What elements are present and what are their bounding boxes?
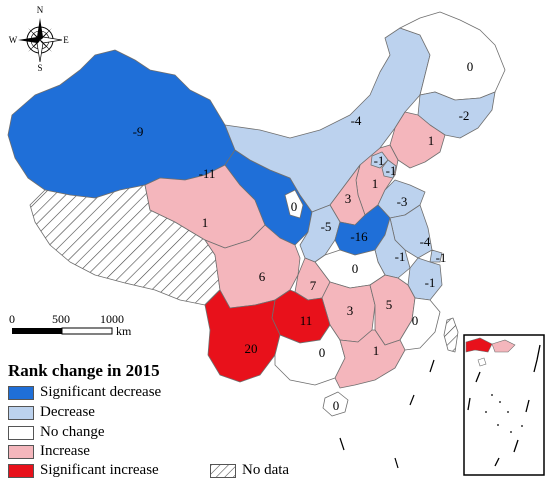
label-guangdong: 1: [373, 343, 380, 358]
label-tianjin: -1: [386, 163, 397, 178]
legend-label-no-change: No change: [40, 424, 105, 440]
coast-dash: [429, 359, 435, 373]
label-liaoning: 1: [428, 133, 435, 148]
label-inner-mongolia: -4: [351, 113, 362, 128]
legend-swatch-increase: [8, 444, 34, 459]
coast-dash: [394, 457, 399, 469]
legend-swatch-significant-increase: [8, 463, 34, 478]
compass-e: E: [63, 35, 69, 45]
scale-label-1000: 1000: [100, 312, 124, 326]
region-shanghai: [429, 249, 443, 263]
scale-label-0: 0: [9, 312, 15, 326]
label-beijing: -1: [374, 153, 385, 168]
label-hunan: 3: [347, 303, 354, 318]
label-shandong: -3: [397, 194, 408, 209]
region-hainan: [322, 391, 349, 417]
scale-unit: km: [116, 324, 132, 338]
label-shanghai: -1: [436, 250, 447, 265]
coast-dash: [409, 394, 415, 406]
legend-item-decrease: Decrease: [8, 404, 95, 421]
legend-item-significant-decrease: Significant decrease: [8, 384, 161, 401]
label-guangxi: 0: [319, 345, 326, 360]
label-hubei: 0: [352, 261, 359, 276]
legend-swatch-no-data: [210, 463, 236, 478]
region-guangdong: [334, 329, 406, 389]
label-gansu: -11: [199, 166, 216, 181]
legend-title: Rank change in 2015: [8, 361, 160, 380]
region-ningxia: [284, 189, 304, 219]
legend-label-decrease: Decrease: [40, 404, 95, 420]
legend-item-no-change: No change: [8, 424, 105, 441]
legend-swatch-significant-decrease: [8, 385, 34, 400]
label-yunnan: 20: [245, 341, 258, 356]
label-xinjiang: -9: [133, 124, 144, 139]
south-china-sea-inset: [463, 334, 545, 476]
scale-label-500: 500: [52, 312, 70, 326]
legend-swatch-no-change: [8, 425, 34, 440]
legend-item-increase: Increase: [8, 443, 90, 460]
legend-label-increase: Increase: [40, 443, 90, 459]
label-zhejiang: -1: [425, 275, 436, 290]
label-ningxia: 0: [291, 199, 298, 214]
legend-label-no-data: No data: [242, 462, 290, 478]
compass-rose-icon: N S E W: [9, 5, 70, 73]
legend-label-significant-increase: Significant increase: [40, 462, 159, 478]
region-taiwan-nodata: [443, 317, 459, 353]
label-chongqing: 7: [310, 278, 317, 293]
label-shanxi: 3: [345, 191, 352, 206]
region-tianjin: [381, 159, 397, 179]
legend-label-significant-decrease: Significant decrease: [40, 384, 162, 400]
label-henan: -16: [350, 229, 368, 244]
label-hebei: 1: [372, 176, 379, 191]
coast-dash: [339, 437, 345, 451]
region-beijing: [370, 151, 389, 169]
label-sichuan: 6: [259, 269, 266, 284]
label-heilongjiang: 0: [467, 59, 474, 74]
legend-item-significant-increase: Significant increase: [8, 462, 159, 479]
label-jilin: -2: [459, 108, 470, 123]
compass-n: N: [37, 5, 44, 15]
label-qinghai: 1: [202, 215, 209, 230]
label-guizhou: 11: [300, 313, 313, 328]
label-jiangsu: -4: [420, 234, 431, 249]
label-fujian: 0: [412, 313, 419, 328]
legend-swatch-decrease: [8, 405, 34, 420]
scale-bar: 0 500 1000 km: [9, 312, 132, 338]
label-hainan: 0: [333, 398, 340, 413]
label-jiangxi: 5: [386, 297, 393, 312]
legend-item-no-data: No data: [210, 462, 289, 479]
label-shaanxi: -5: [321, 219, 332, 234]
label-anhui: -1: [395, 249, 406, 264]
compass-s: S: [37, 63, 42, 73]
compass-w: W: [9, 35, 18, 45]
